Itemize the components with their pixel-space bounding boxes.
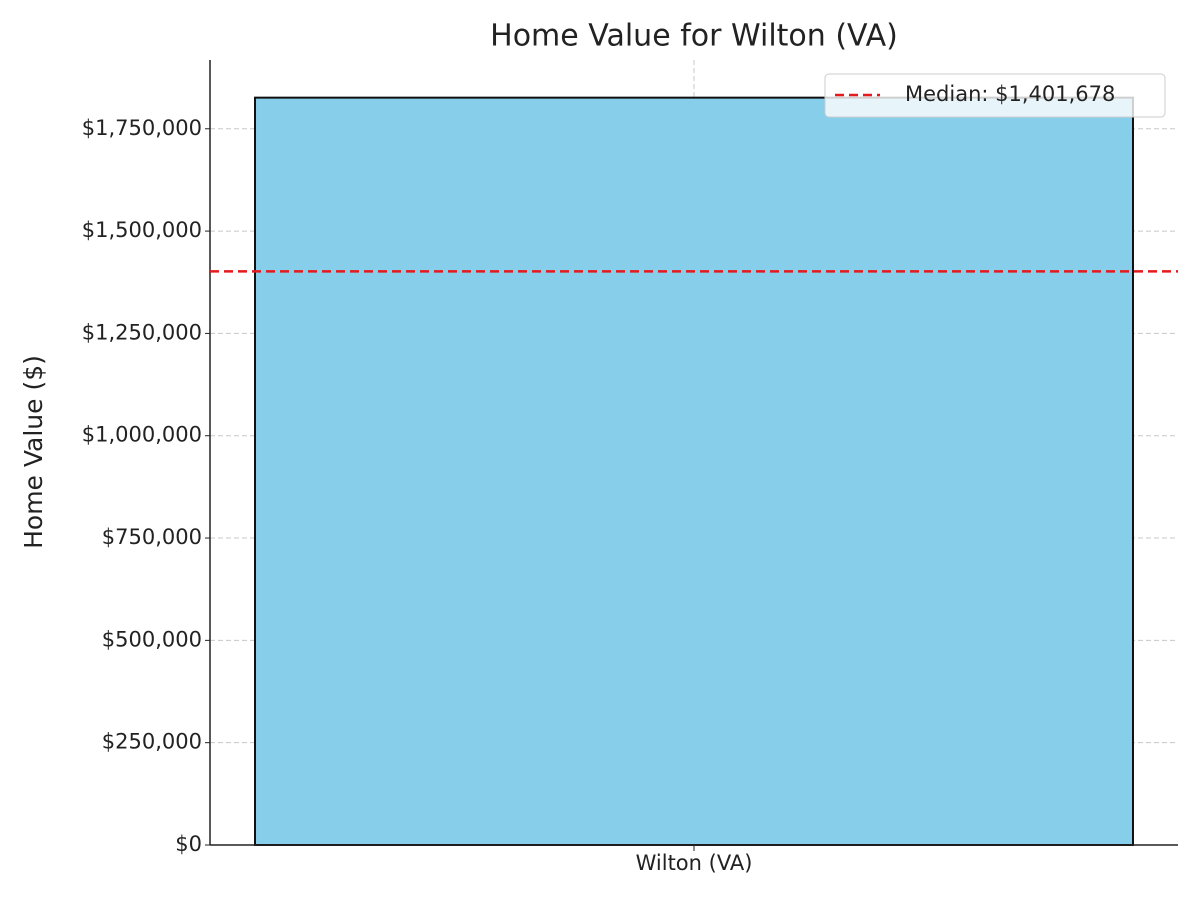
legend-label: Median: $1,401,678 bbox=[905, 82, 1115, 106]
y-tick-label: $1,000,000 bbox=[82, 423, 202, 447]
y-axis-label: Home Value ($) bbox=[19, 355, 48, 549]
y-tick-label: $1,750,000 bbox=[82, 116, 202, 140]
y-tick-label: $0 bbox=[175, 832, 202, 856]
legend-box bbox=[824, 73, 1166, 118]
y-tick-label: $250,000 bbox=[102, 730, 202, 754]
bar bbox=[254, 96, 1134, 846]
chart-title: Home Value for Wilton (VA) bbox=[490, 19, 898, 54]
y-tick-label: $1,250,000 bbox=[82, 320, 202, 344]
y-tick-label: $750,000 bbox=[102, 525, 202, 549]
y-tick-label: $500,000 bbox=[102, 627, 202, 651]
y-tick-label: $1,500,000 bbox=[82, 218, 202, 242]
x-tick-label: Wilton (VA) bbox=[636, 851, 753, 875]
